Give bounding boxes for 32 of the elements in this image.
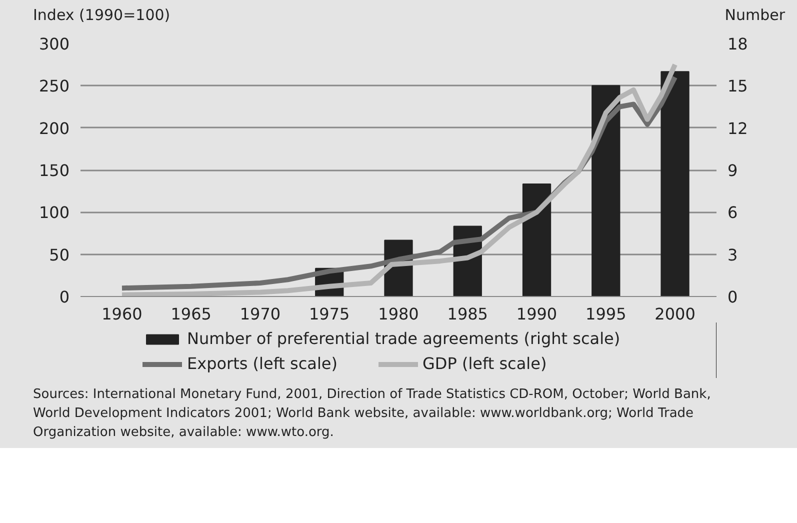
y2-tick-label: 12 bbox=[728, 119, 748, 138]
y2-tick-label: 18 bbox=[728, 34, 748, 54]
x-tick-label: 1970 bbox=[240, 304, 281, 324]
bar bbox=[660, 72, 690, 297]
x-tick-label: 1980 bbox=[378, 304, 419, 324]
y-tick-label: 0 bbox=[59, 288, 70, 307]
y-tick-label: 250 bbox=[38, 77, 70, 96]
y2-axis-title: Number bbox=[724, 5, 785, 26]
legend-label: Number of preferential trade agreements (right scale) bbox=[187, 329, 620, 348]
x-tick-label: 1990 bbox=[516, 304, 558, 324]
y2-tick-label: 6 bbox=[728, 204, 738, 223]
bar bbox=[522, 184, 552, 297]
source-note: Sources: International Monetary Fund, 2001, Direction of Trade Statistics CD-ROM, October; World Bank, World Development Indicators 2001; World Bank website, available: www.worldbank.org; World Trade Organization website, available: www.wto.org. bbox=[33, 386, 712, 442]
y-axis-title: Index (1990=100) bbox=[33, 5, 170, 26]
x-tick-label: 1965 bbox=[170, 304, 212, 324]
x-tick-label: 1985 bbox=[447, 304, 488, 324]
x-tick-label: 1975 bbox=[309, 304, 350, 324]
y-tick-label: 150 bbox=[38, 161, 70, 180]
x-tick-label: 2000 bbox=[654, 304, 696, 324]
bar bbox=[592, 86, 620, 297]
y2-tick-label: 3 bbox=[728, 246, 738, 265]
y2-tick-label: 0 bbox=[728, 288, 738, 307]
y-tick-label: 200 bbox=[38, 119, 70, 138]
legend-label: Exports (left scale) bbox=[187, 354, 338, 374]
x-tick-label: 1960 bbox=[102, 304, 142, 324]
x-tick-label: 1995 bbox=[586, 304, 626, 324]
y-tick-label: 300 bbox=[38, 34, 70, 54]
y-tick-label: 50 bbox=[49, 246, 70, 265]
y2-tick-label: 15 bbox=[728, 77, 748, 96]
y2-tick-label: 9 bbox=[728, 161, 738, 180]
legend-label: GDP (left scale) bbox=[422, 354, 547, 374]
y-tick-label: 100 bbox=[38, 204, 70, 223]
